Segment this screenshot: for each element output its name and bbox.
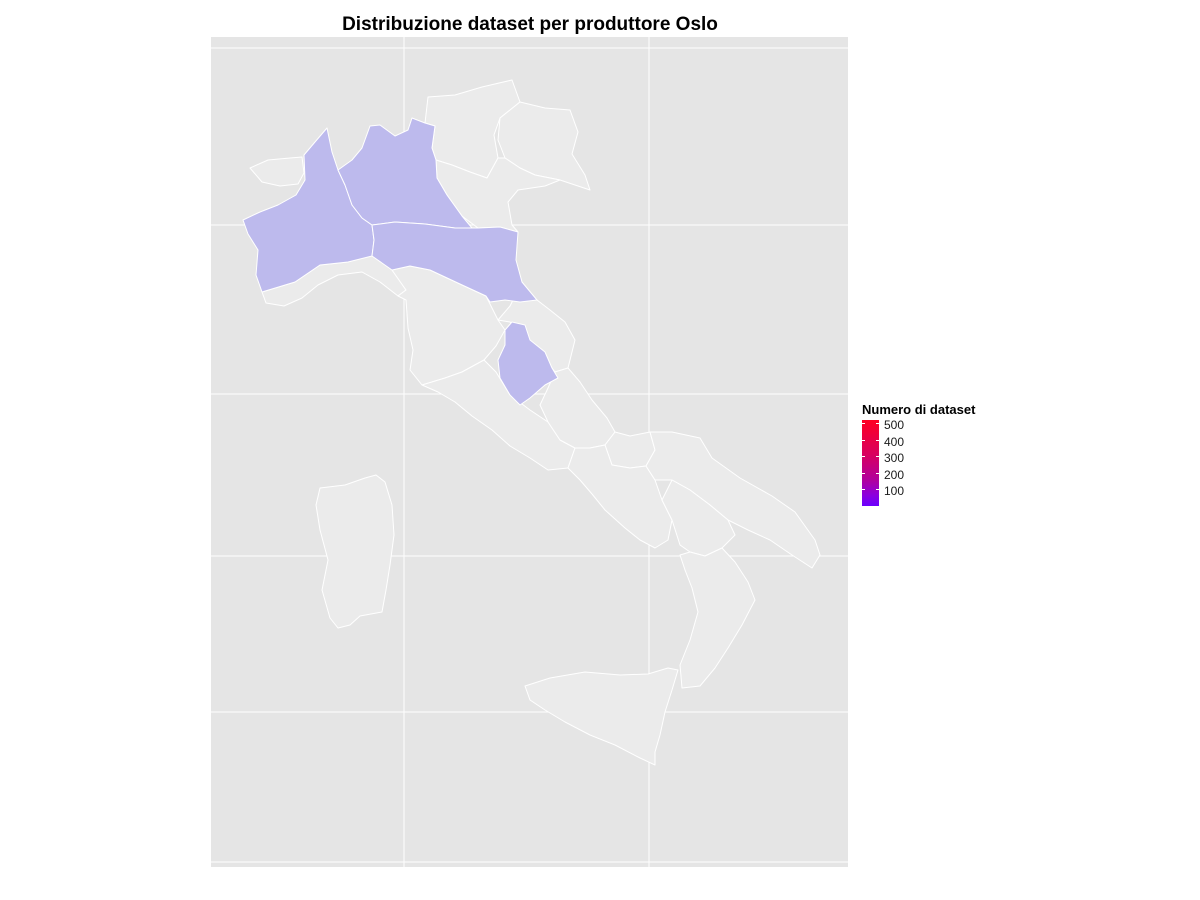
region-valle-d-aosta <box>249 156 305 187</box>
regions-layer <box>242 79 821 766</box>
legend-body: 500 400 300 200 100 <box>862 418 975 506</box>
legend-tick-label: 500 <box>884 418 905 432</box>
region-sardegna <box>315 474 395 629</box>
legend-tick <box>862 420 879 427</box>
legend: Numero di dataset 500 400 300 200 100 <box>862 402 975 506</box>
legend-colorbar <box>862 420 879 506</box>
legend-tick <box>862 486 879 493</box>
region-basilicata <box>661 479 736 557</box>
legend-tick <box>862 453 879 460</box>
region-lombardia <box>337 117 473 229</box>
legend-tick <box>862 470 879 477</box>
region-sicilia <box>524 667 679 766</box>
legend-tick-label: 200 <box>884 468 905 482</box>
legend-title: Numero di dataset <box>862 402 976 417</box>
legend-tick <box>862 437 879 444</box>
legend-tick-label: 100 <box>884 484 905 498</box>
legend-tick-label: 300 <box>884 451 905 465</box>
legend-tick-label: 400 <box>884 435 905 449</box>
region-umbria <box>497 321 559 406</box>
region-emilia-romagna <box>371 221 538 303</box>
region-veneto <box>435 157 561 233</box>
region-calabria <box>679 547 756 689</box>
chart-title: Distribuzione dataset per produttore Osl… <box>342 14 718 35</box>
